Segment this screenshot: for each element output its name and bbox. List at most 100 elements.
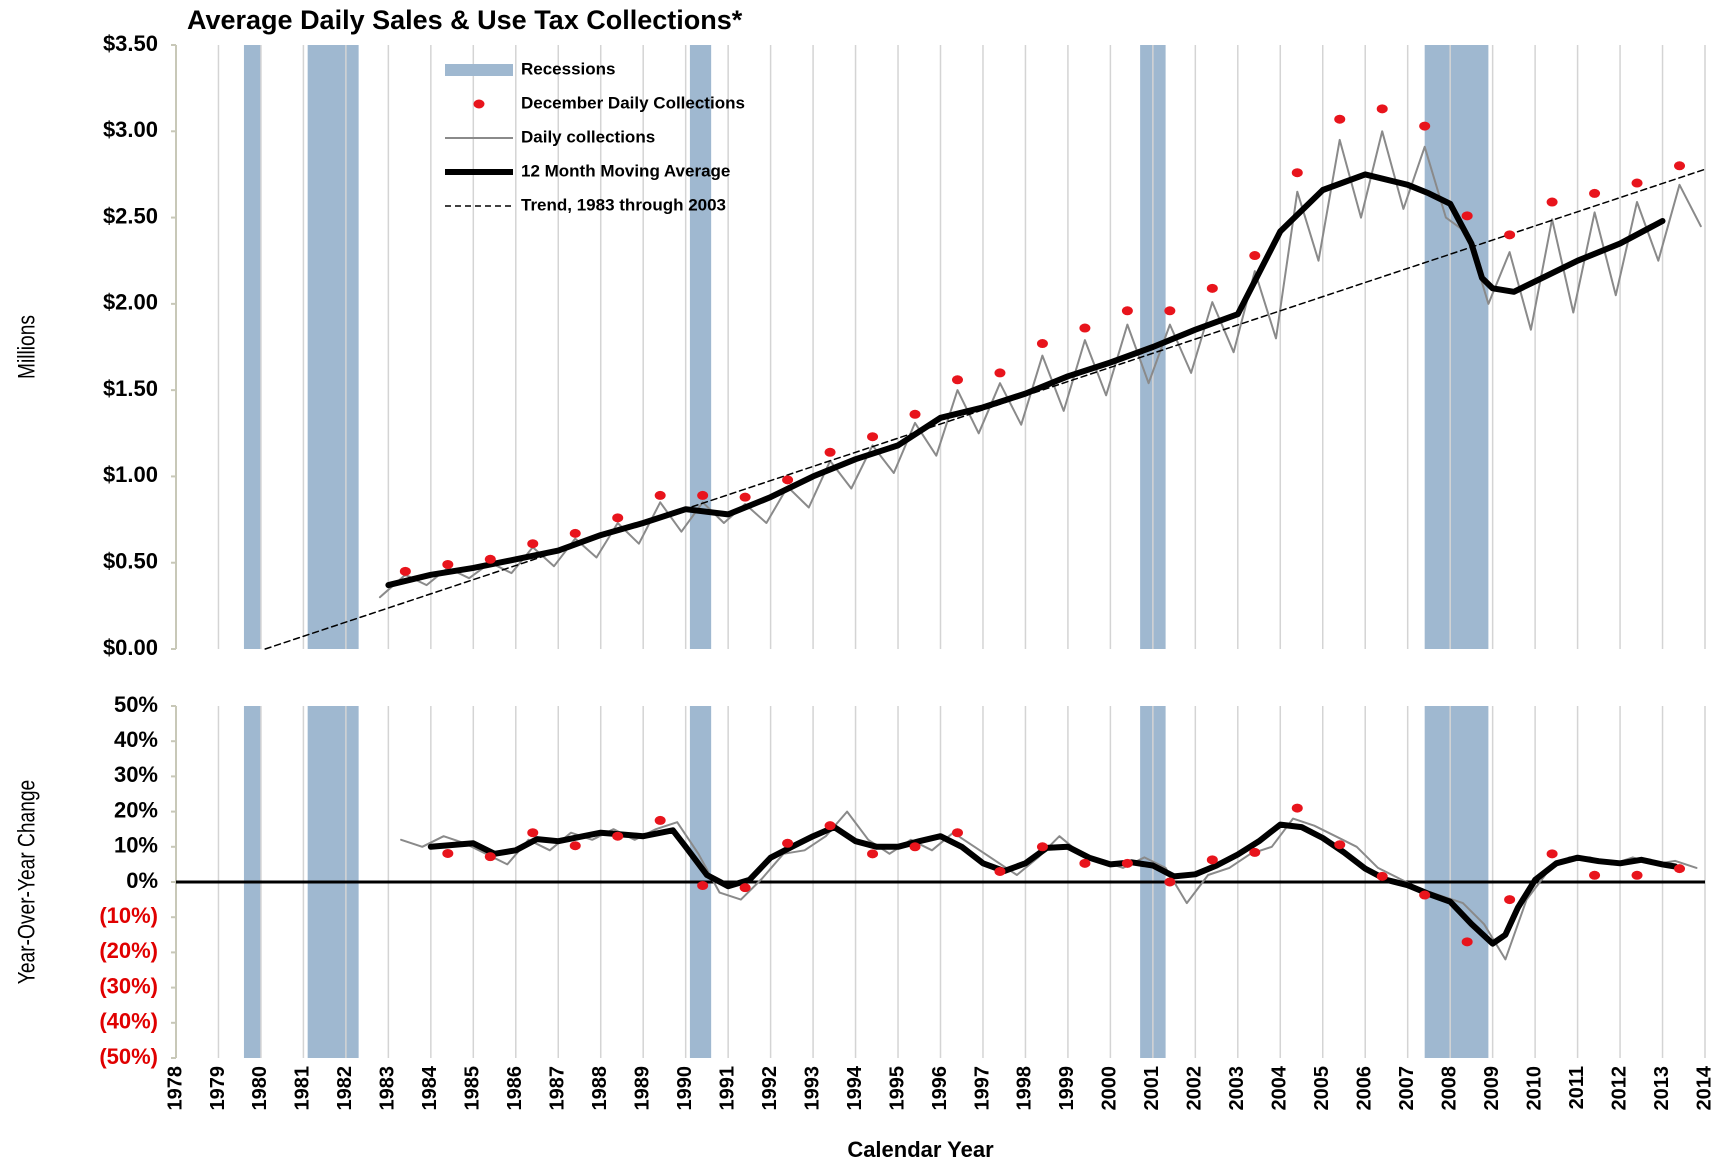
x-tick-label: 1980 [249,1066,271,1111]
recession-band [689,45,712,649]
legend-label: 12 Month Moving Average [521,161,730,180]
x-tick-label: 2009 [1481,1066,1503,1111]
y-tick-label: $2.50 [103,203,158,228]
x-tick-label: 1987 [547,1066,569,1111]
data-point [1334,840,1346,850]
x-tick-label: 1979 [207,1066,229,1111]
x-tick-label: 2003 [1226,1066,1248,1111]
x-tick-label: 1989 [631,1066,653,1111]
x-tick-label: 2013 [1651,1066,1673,1111]
y-tick-label: $1.00 [103,462,158,487]
data-point [1164,877,1176,887]
x-tick-label: 1996 [929,1066,951,1111]
y-tick-label: (40%) [99,1009,158,1034]
data-point [654,815,666,825]
data-point [739,492,751,502]
data-point [1589,870,1601,880]
data-point [782,838,794,848]
data-point [1589,188,1601,198]
legend-label: Recessions [521,59,616,78]
data-point [824,447,836,457]
data-point [1504,230,1516,240]
x-tick-label: 1984 [419,1065,441,1110]
data-point [1461,937,1473,947]
series-line [264,168,1706,650]
data-point [739,883,751,893]
x-tick-label: 2005 [1311,1066,1333,1111]
data-point [1504,895,1516,905]
data-point [442,559,454,569]
data-point [951,828,963,838]
y-tick-label: (10%) [99,903,158,928]
data-point [1376,871,1388,881]
data-point [527,828,539,838]
series-line [427,821,1679,947]
y-tick-label: $2.00 [103,290,158,315]
x-tick-label: 1982 [334,1066,356,1111]
data-point [909,842,921,852]
x-tick-label: 1992 [759,1066,781,1111]
data-point [1249,251,1261,261]
data-point [1291,803,1303,813]
data-point [569,841,581,851]
data-point [1206,855,1218,865]
x-tick-label: 1978 [164,1066,186,1111]
data-point [1419,890,1431,900]
x-tick-label: 2011 [1566,1066,1588,1109]
x-tick-label: 2008 [1438,1066,1460,1111]
x-tick-label: 2010 [1523,1066,1545,1111]
data-point [1036,842,1048,852]
data-point [951,375,963,385]
x-tick-label: 1988 [589,1066,611,1111]
data-point [1376,104,1388,114]
data-point [1461,211,1473,221]
x-tick-label: 2002 [1184,1066,1206,1111]
x-tick-label: 1985 [462,1066,484,1111]
x-tick-label: 2007 [1396,1066,1418,1111]
x-tick-label: 1981 [292,1066,314,1111]
data-point [1546,197,1558,207]
data-point [994,368,1006,378]
data-point [1206,283,1218,293]
legend-label: Trend, 1983 through 2003 [521,195,726,214]
data-point [1164,306,1176,316]
chart-title: Average Daily Sales & Use Tax Collection… [187,5,743,35]
y-tick-label: (30%) [99,973,158,998]
data-point [697,881,709,891]
x-axis-label: Calendar Year [847,1137,994,1162]
data-point [909,409,921,419]
data-point [1631,178,1643,188]
y-tick-label: 0% [126,868,158,893]
y-tick-label: (50%) [99,1044,158,1069]
x-tick-label: 2014 [1693,1065,1715,1110]
recession-band [307,45,359,649]
y-tick-label: 10% [114,833,158,858]
data-point [399,566,411,576]
data-point [1121,306,1133,316]
data-point [1546,849,1558,859]
data-point [612,831,624,841]
data-point [697,490,709,500]
data-point [824,821,836,831]
data-point [484,852,496,862]
data-point [527,539,539,549]
y-tick-label: 20% [114,797,158,822]
data-point [1334,114,1346,124]
data-point [1674,864,1686,874]
legend-swatch [445,64,513,76]
recession-band [1424,45,1489,649]
x-tick-label: 1997 [971,1066,993,1111]
x-tick-label: 1999 [1056,1066,1078,1111]
recession-band [243,45,261,649]
y-tick-label: $3.00 [103,117,158,142]
data-point [442,848,454,858]
data-point [1674,161,1686,171]
legend-swatch [473,99,485,109]
x-tick-label: 1998 [1014,1066,1036,1111]
x-tick-label: 1993 [801,1066,823,1111]
data-point [1291,168,1303,178]
data-point [867,849,879,859]
data-point [569,528,581,538]
x-tick-label: 2000 [1099,1066,1121,1111]
